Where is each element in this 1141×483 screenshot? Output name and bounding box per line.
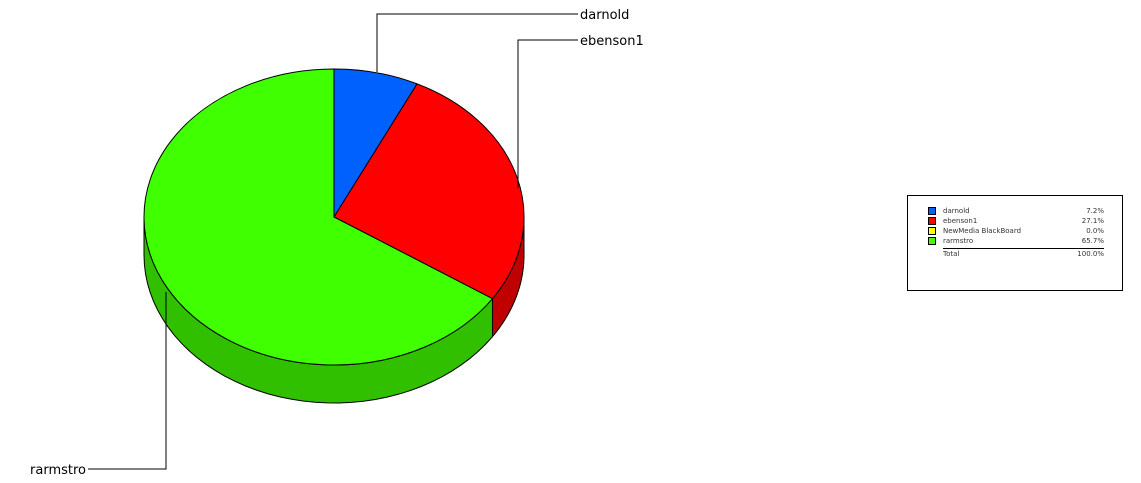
leader-line-rarmstro — [88, 292, 167, 470]
callout-label-darnold: darnold — [580, 8, 629, 23]
callout-labels: darnold ebenson1 rarmstro — [30, 8, 644, 478]
legend-divider — [943, 248, 1104, 249]
legend-total-label: Total — [943, 250, 960, 258]
legend-total-value: 100.0% — [1077, 250, 1104, 258]
callout-label-rarmstro: rarmstro — [30, 463, 86, 478]
chart-legend: darnold 7.2% ebenson1 27.1% NewMedia BlackBo… — [907, 195, 1123, 291]
legend-label: rarmstro — [943, 237, 974, 245]
legend-label: ebenson1 — [943, 217, 978, 225]
legend-value: 7.2% — [1086, 207, 1104, 215]
legend-item-darnold: darnold 7.2% — [928, 206, 1104, 216]
legend-item-newmedia-blackboard: NewMedia BlackBoard 0.0% — [928, 226, 1104, 236]
callout-label-ebenson1: ebenson1 — [580, 34, 644, 49]
slice-ebenson1 — [333, 83, 525, 300]
leader-line-ebenson1 — [517, 39, 578, 188]
leader-lines — [88, 13, 578, 470]
legend-value: 27.1% — [1081, 217, 1104, 225]
legend-swatch — [928, 227, 936, 235]
leader-line-darnold — [376, 13, 578, 72]
slice-rarmstro — [143, 68, 494, 366]
legend-swatch — [928, 237, 936, 245]
legend-item-rarmstro: rarmstro 65.7% — [928, 236, 1104, 246]
legend-label: NewMedia BlackBoard — [943, 227, 1022, 235]
legend-label: darnold — [943, 207, 970, 215]
legend-entries: darnold 7.2% ebenson1 27.1% NewMedia BlackBo… — [928, 206, 1104, 258]
pie-top — [143, 68, 525, 366]
legend-item-ebenson1: ebenson1 27.1% — [928, 216, 1104, 226]
legend-total: Total 100.0% — [928, 248, 1104, 258]
legend-value: 0.0% — [1086, 227, 1104, 235]
legend-value: 65.7% — [1081, 237, 1104, 245]
legend-swatch — [928, 217, 936, 225]
legend-swatch — [928, 207, 936, 215]
